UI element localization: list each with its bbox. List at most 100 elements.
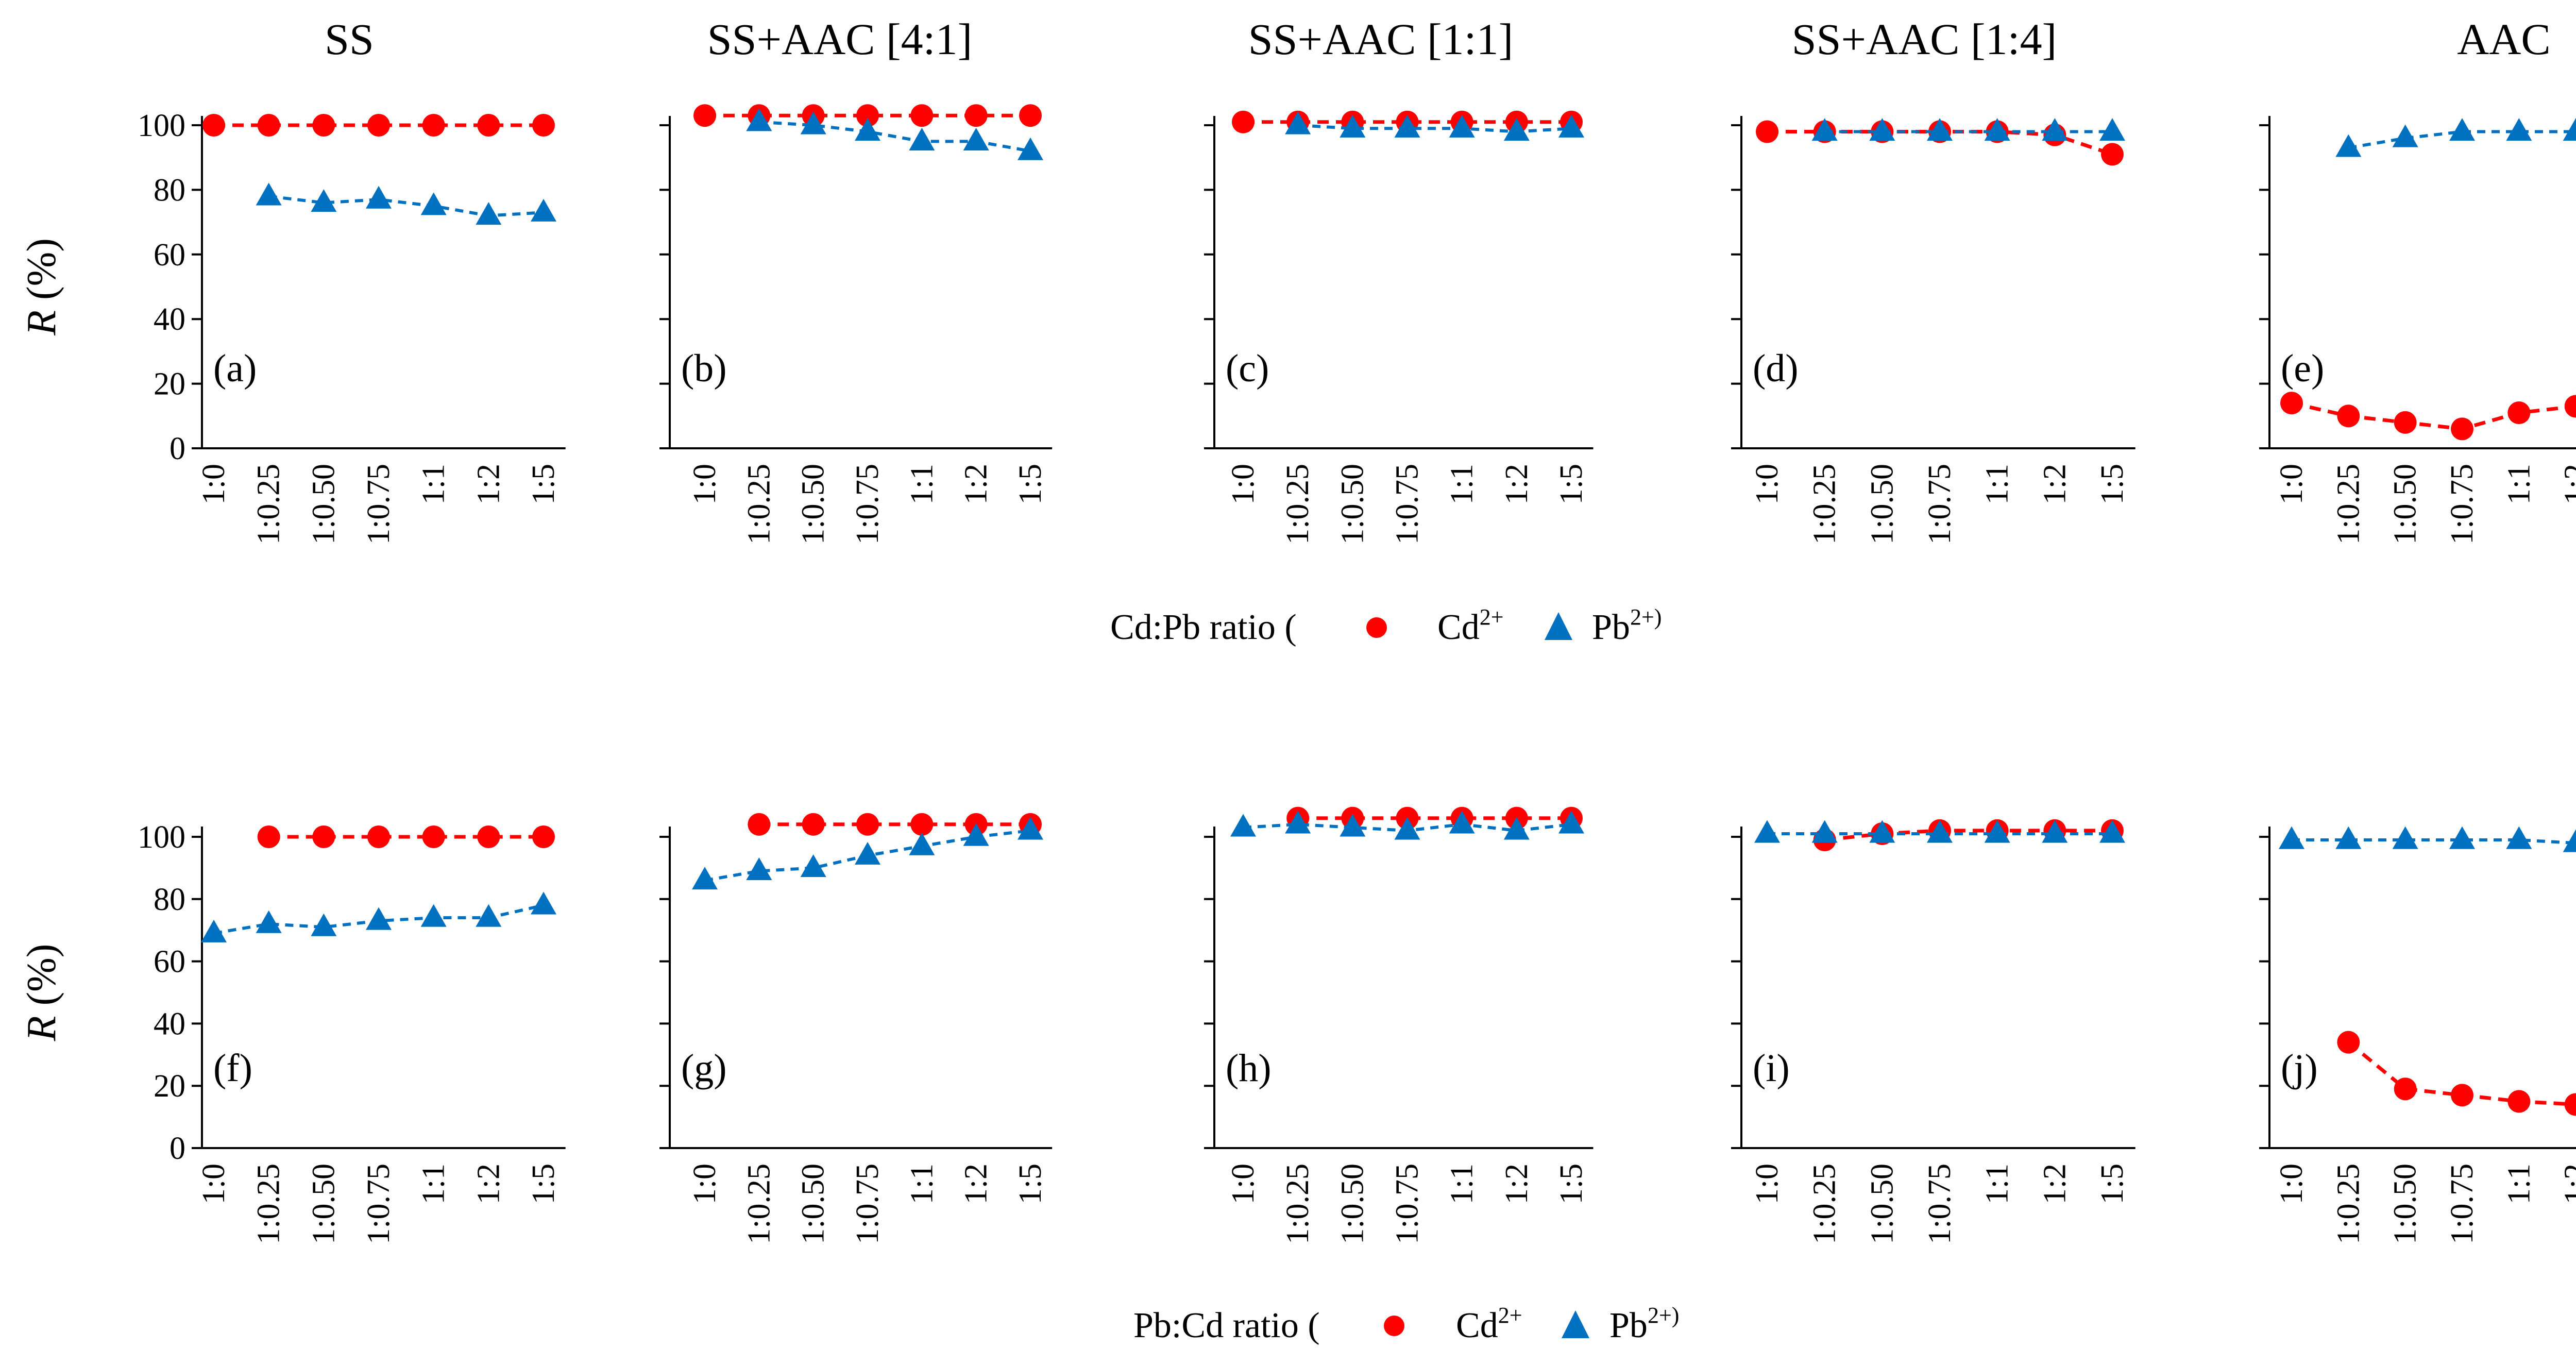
x-tick-label: 1:1 — [2501, 1164, 2536, 1204]
data-point-pb — [909, 832, 935, 855]
data-point-pb — [1449, 811, 1475, 834]
x-tick-label: 1:0.25 — [1807, 464, 1842, 545]
data-point-pb — [420, 192, 447, 215]
data-point-cd — [477, 825, 500, 848]
data-point-pb — [256, 910, 282, 933]
data-point-pb — [2563, 829, 2576, 852]
x-tick-label: 1:1 — [1980, 464, 2015, 504]
legend-label-pb: Pb2+) — [1609, 1303, 1679, 1345]
data-point-pb — [311, 189, 337, 212]
x-tick-label: 1:0.75 — [1390, 1164, 1425, 1244]
data-point-pb — [2099, 820, 2125, 843]
data-point-pb — [1754, 820, 1780, 843]
panel-title: AAC — [2457, 14, 2551, 64]
data-point-pb — [366, 907, 392, 930]
data-point-cd — [2564, 395, 2576, 418]
data-point-pb — [1285, 111, 1311, 134]
panel-label: (i) — [1753, 1047, 1790, 1090]
y-tick-label: 0 — [170, 1131, 185, 1166]
data-point-cd — [2564, 1093, 2576, 1116]
panel-label: (c) — [1226, 347, 1269, 390]
x-tick-label: 1:2 — [959, 1164, 994, 1204]
data-point-pb — [531, 891, 556, 915]
panel-j: 1:01:0.251:0.501:0.751:11:21:5(j) — [2259, 826, 2576, 1244]
x-tick-label: 1:0.25 — [741, 464, 776, 545]
x-tick-label: 1:1 — [904, 464, 939, 504]
data-point-cd — [2101, 143, 2124, 166]
data-point-pb — [1340, 814, 1366, 837]
data-point-cd — [910, 104, 934, 127]
data-point-cd — [312, 114, 335, 137]
x-tick-label: 1:5 — [1554, 1164, 1589, 1204]
x-tick-label: 1:0.25 — [251, 464, 286, 545]
data-point-pb — [1927, 820, 1953, 843]
panel-title: SS — [325, 14, 374, 64]
y-axis-label-var: R — [19, 310, 64, 336]
data-point-cd — [1756, 120, 1778, 143]
data-point-pb — [909, 127, 935, 150]
legend-row-0: Cd:Pb ratio (Cd2+ Pb2+) — [1110, 604, 1662, 647]
legend-row-1: Pb:Cd ratio ( Cd2+ Pb2+) — [1133, 1303, 1679, 1345]
data-point-pb — [2099, 118, 2125, 141]
legend-marker-cd — [1384, 1316, 1404, 1336]
data-point-pb — [1449, 114, 1475, 138]
data-point-pb — [2506, 118, 2532, 141]
data-point-cd — [257, 825, 280, 848]
data-point-pb — [1285, 811, 1311, 834]
x-tick-label: 1:2 — [471, 464, 506, 504]
data-point-pb — [963, 823, 989, 846]
series-line-pb — [2292, 838, 2576, 845]
data-point-pb — [2335, 826, 2362, 849]
data-point-cd — [2394, 411, 2417, 434]
data-point-pb — [531, 198, 556, 222]
data-point-pb — [800, 854, 826, 877]
panel-b: SS+AAC [4:1] 1:0 1:0.25 1:0.50 1:0.75 1:1 1:2 1… — [659, 14, 1053, 545]
data-point-pb — [366, 186, 392, 209]
x-tick-label: 1:2 — [2037, 464, 2072, 504]
legend-label-cd: Cd2+ — [1456, 1303, 1522, 1345]
y-tick-label: 0 — [170, 431, 185, 466]
panel-title: SS+AAC [1:4] — [1792, 14, 2057, 64]
x-tick-label: 1:0.25 — [1280, 464, 1315, 545]
x-tick-label: 1:0.75 — [361, 464, 396, 545]
data-point-cd — [856, 104, 879, 127]
data-point-cd — [964, 104, 988, 127]
y-axis-label-var: R — [19, 1016, 64, 1042]
data-point-cd — [856, 813, 879, 836]
x-tick-label: 1:5 — [2095, 1164, 2130, 1204]
series-line-pb — [268, 194, 544, 217]
data-point-pb — [256, 182, 282, 206]
x-tick-label: 1:5 — [1013, 1164, 1048, 1204]
y-tick-label: 40 — [154, 302, 185, 337]
data-point-cd — [2507, 1090, 2531, 1113]
data-point-pb — [1869, 820, 1895, 843]
data-point-pb — [963, 127, 989, 150]
y-tick-label: 100 — [138, 108, 185, 143]
x-caption: Pb:Cd ratio ( — [1133, 1306, 1320, 1345]
data-point-cd — [1019, 104, 1042, 127]
data-point-cd — [1232, 110, 1255, 133]
data-point-pb — [746, 857, 772, 881]
x-tick-label: 1:0.50 — [1865, 1164, 1900, 1244]
x-tick-label: 1:0.25 — [251, 1164, 286, 1244]
data-point-pb — [800, 111, 826, 134]
x-tick-label: 1:0.50 — [1335, 1164, 1370, 1244]
series-line-pb — [2348, 130, 2576, 149]
panel-label: (h) — [1226, 1047, 1272, 1090]
x-tick-label: 1:0.50 — [2388, 1164, 2423, 1244]
y-tick-label: 80 — [154, 882, 185, 917]
x-tick-label: 1:0.50 — [1865, 464, 1900, 545]
panel-label: (a) — [213, 347, 257, 390]
data-point-cd — [2451, 417, 2473, 441]
data-point-cd — [2451, 1084, 2473, 1107]
legend-marker-cd — [1366, 617, 1387, 638]
y-tick-label: 20 — [154, 367, 185, 402]
x-tick-label: 1:0 — [1750, 464, 1785, 504]
legend-sup-pb: 2+) — [1630, 604, 1662, 630]
data-point-cd — [910, 813, 934, 836]
data-point-cd — [2337, 405, 2360, 428]
x-tick-label: 1:0.75 — [1922, 1164, 1957, 1244]
data-point-pb — [2449, 826, 2475, 849]
data-point-cd — [802, 813, 825, 836]
x-tick-label: 1:0 — [196, 1164, 231, 1204]
